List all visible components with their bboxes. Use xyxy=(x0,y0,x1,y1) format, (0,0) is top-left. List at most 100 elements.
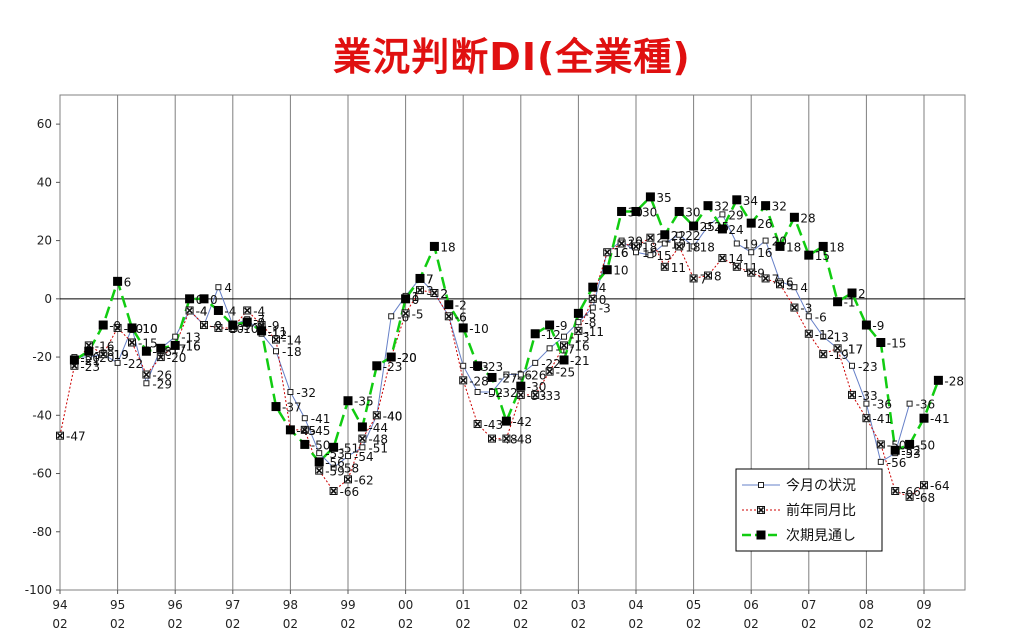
data-label: -19 xyxy=(109,348,129,362)
x-tick-label: 02 xyxy=(513,617,528,631)
data-point xyxy=(689,221,699,231)
data-point xyxy=(791,284,798,291)
data-label: 6 xyxy=(786,275,794,289)
data-point-cross xyxy=(359,435,366,442)
data-point xyxy=(820,333,827,340)
data-point xyxy=(905,439,915,449)
data-point-cross xyxy=(906,493,913,500)
data-point xyxy=(372,411,381,420)
data-point xyxy=(459,376,468,385)
data-point xyxy=(790,303,799,312)
data-point xyxy=(214,323,223,332)
data-point xyxy=(128,338,136,347)
data-label: -20 xyxy=(167,351,187,365)
data-label: -36 xyxy=(916,398,936,412)
data-label: 2 xyxy=(440,287,448,301)
data-label: 0 xyxy=(599,293,607,307)
data-label: 14 xyxy=(728,252,743,266)
data-point xyxy=(573,308,583,318)
data-label: -56 xyxy=(325,456,345,470)
data-label: 2 xyxy=(440,287,448,301)
data-point xyxy=(372,361,382,371)
data-point xyxy=(746,218,756,228)
data-point xyxy=(920,481,928,490)
data-point-cross xyxy=(757,506,765,514)
data-label: -28 xyxy=(944,374,964,388)
data-point xyxy=(689,274,698,283)
data-label: -14 xyxy=(282,334,302,348)
x-tick-label: 02 xyxy=(168,617,183,631)
data-point-cross xyxy=(100,351,107,358)
data-point xyxy=(142,370,151,379)
data-point xyxy=(732,262,741,271)
data-point xyxy=(99,350,108,359)
data-point xyxy=(676,231,683,238)
data-point-cross xyxy=(690,275,697,282)
data-point xyxy=(776,280,784,289)
data-point xyxy=(344,475,352,484)
data-label: -56 xyxy=(887,456,907,470)
data-point xyxy=(646,233,655,242)
data-point-cross xyxy=(820,351,827,358)
data-point xyxy=(429,241,439,251)
data-point xyxy=(560,341,568,350)
data-point xyxy=(141,346,151,356)
data-point xyxy=(228,320,238,330)
data-point xyxy=(273,348,279,355)
data-point xyxy=(170,340,180,350)
data-label: 16 xyxy=(613,246,628,260)
data-point xyxy=(717,224,727,234)
data-point xyxy=(474,389,481,395)
data-label: -21 xyxy=(570,354,590,368)
data-point xyxy=(501,416,511,426)
x-tick-label: 02 xyxy=(628,617,643,631)
data-point-cross xyxy=(316,467,323,474)
data-label: -62 xyxy=(354,473,374,487)
data-point xyxy=(757,506,765,514)
x-tick-label: 02 xyxy=(398,617,413,631)
data-point xyxy=(444,300,454,310)
data-label: -4 xyxy=(196,304,208,318)
x-tick-label: 09 xyxy=(916,598,931,612)
data-point xyxy=(833,344,842,353)
data-point xyxy=(574,326,583,335)
data-point-cross xyxy=(128,339,136,346)
data-point xyxy=(603,248,612,257)
x-tick-label: 02 xyxy=(916,617,931,631)
x-tick-label: 02 xyxy=(225,617,240,631)
data-point-cross xyxy=(301,426,308,433)
data-point xyxy=(545,320,555,330)
data-label: -10 xyxy=(138,322,158,336)
data-point-cross xyxy=(186,307,193,314)
data-label: -40 xyxy=(383,409,403,423)
data-point xyxy=(660,262,669,271)
data-label: 32 xyxy=(772,200,787,214)
data-point xyxy=(172,333,179,340)
data-label: -33 xyxy=(858,389,878,403)
data-point xyxy=(388,313,395,320)
data-point xyxy=(647,252,654,259)
x-tick-label: 97 xyxy=(225,598,240,612)
data-point xyxy=(531,390,540,399)
data-label: -12 xyxy=(541,328,561,342)
data-point-cross xyxy=(892,487,899,495)
data-point xyxy=(703,201,713,211)
data-point-cross xyxy=(704,272,712,279)
data-label: -9 xyxy=(109,319,121,333)
data-point xyxy=(359,444,366,451)
data-label: 35 xyxy=(656,191,671,205)
data-point xyxy=(762,237,769,244)
data-label: 2 xyxy=(858,287,866,301)
data-point xyxy=(401,294,411,304)
data-label: -4 xyxy=(224,304,236,318)
data-label: 11 xyxy=(671,261,686,275)
data-label: -8 xyxy=(584,316,596,330)
data-label: -1 xyxy=(844,296,856,310)
data-point xyxy=(143,380,150,387)
data-label: -18 xyxy=(95,345,115,359)
data-label: 7 xyxy=(772,272,780,286)
data-point-cross xyxy=(776,281,784,288)
data-label: -18 xyxy=(282,345,302,359)
data-point xyxy=(919,413,929,423)
data-point xyxy=(876,338,886,347)
